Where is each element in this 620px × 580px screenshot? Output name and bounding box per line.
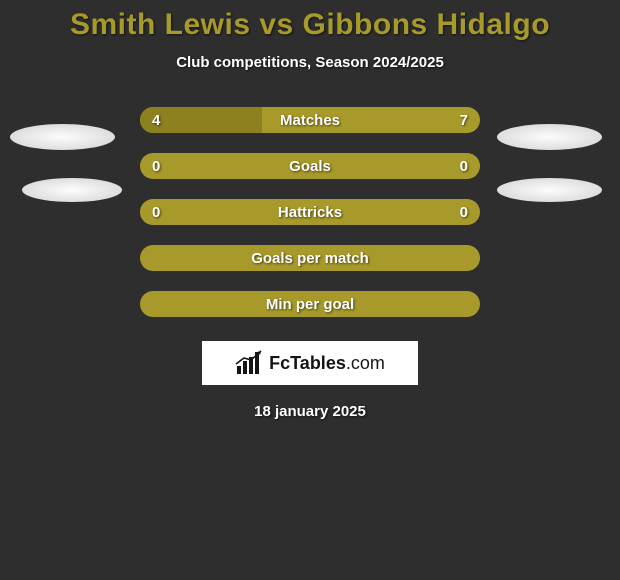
stat-value-right: 0: [460, 158, 468, 175]
stat-value-left: 0: [152, 204, 160, 221]
stat-label: Goals per match: [251, 250, 369, 267]
stat-value-right: 0: [460, 204, 468, 221]
player-left-club-placeholder: [22, 178, 122, 202]
stat-value-right: 7: [460, 112, 468, 129]
page-title: Smith Lewis vs Gibbons Hidalgo: [0, 0, 620, 42]
logo-text-bold: FcTables: [269, 353, 346, 373]
player-right-club-placeholder: [497, 178, 602, 202]
generated-date: 18 january 2025: [0, 403, 620, 420]
bar-chart-icon: [235, 350, 263, 376]
page-subtitle: Club competitions, Season 2024/2025: [0, 54, 620, 71]
stat-label: Min per goal: [266, 296, 354, 313]
logo-text-light: .com: [346, 353, 385, 373]
stat-label: Goals: [289, 158, 331, 175]
player-left-photo-placeholder: [10, 124, 115, 150]
stat-label: Matches: [280, 112, 340, 129]
h2h-infographic: Smith Lewis vs Gibbons Hidalgo Club comp…: [0, 0, 620, 580]
stat-bar: Min per goal: [140, 291, 480, 317]
stat-label: Hattricks: [278, 204, 342, 221]
player-right-photo-placeholder: [497, 124, 602, 150]
stat-bar: 4 7 Matches: [140, 107, 480, 133]
stat-value-left: 4: [152, 112, 160, 129]
stat-value-left: 0: [152, 158, 160, 175]
stat-bar: 0 0 Hattricks: [140, 199, 480, 225]
source-logo-text: FcTables.com: [269, 353, 385, 374]
stat-bar: 0 0 Goals: [140, 153, 480, 179]
stat-bar: Goals per match: [140, 245, 480, 271]
source-logo: FcTables.com: [202, 341, 418, 385]
